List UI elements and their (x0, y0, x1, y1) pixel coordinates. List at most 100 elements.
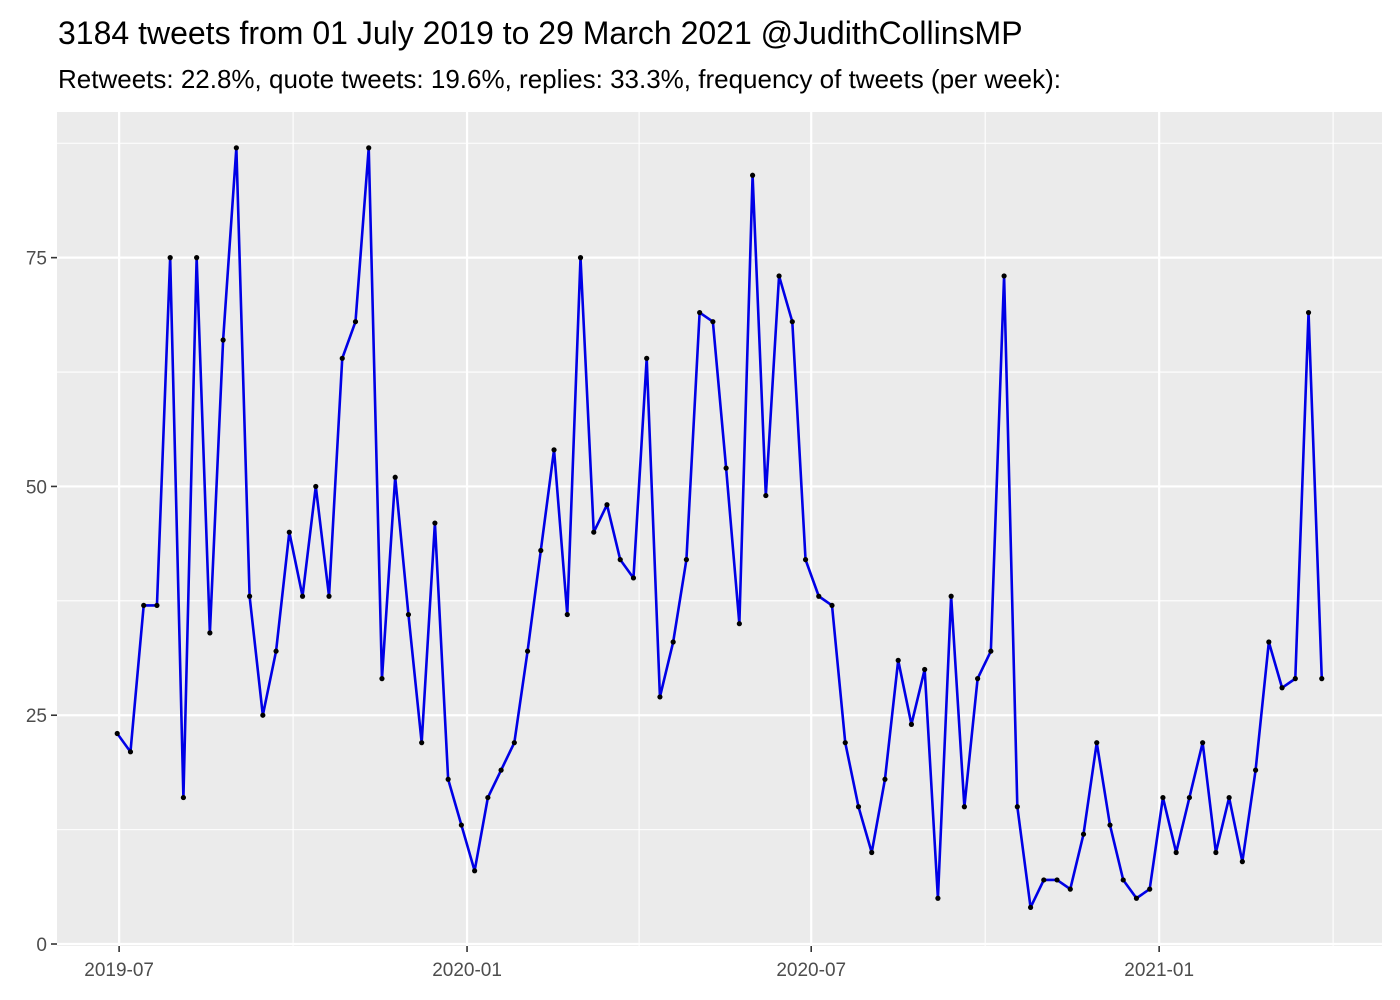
x-tick-label: 2020-01 (432, 960, 502, 981)
data-point (458, 822, 464, 828)
data-point (538, 547, 544, 554)
data-point (591, 529, 597, 535)
data-point (1120, 877, 1126, 883)
data-point (472, 868, 478, 874)
data-point (829, 602, 835, 609)
data-point (1133, 895, 1140, 901)
data-point (1173, 849, 1179, 856)
data-point (630, 575, 637, 581)
data-point (141, 602, 147, 609)
data-point (339, 355, 345, 361)
data-point (366, 145, 372, 151)
data-point (127, 749, 134, 755)
series-line (116, 146, 1324, 909)
data-point (286, 529, 292, 535)
data-point (313, 483, 319, 490)
data-point (895, 657, 901, 663)
data-point (961, 804, 967, 810)
y-tick-label: 0 (36, 935, 47, 956)
data-point (723, 465, 729, 471)
data-point (1160, 794, 1166, 801)
data-point (194, 255, 200, 261)
y-tick-label: 50 (26, 477, 47, 498)
y-tick-label: 75 (26, 249, 47, 270)
data-point (246, 593, 253, 599)
data-point (1014, 804, 1020, 810)
data-point (670, 639, 676, 645)
data-point (948, 593, 954, 599)
data-point (419, 740, 425, 746)
data-point (551, 447, 557, 453)
data-point (789, 319, 795, 325)
data-point (220, 337, 226, 343)
data-point (1200, 740, 1206, 746)
data-point (736, 621, 742, 627)
data-point (445, 776, 451, 782)
x-tick-label: 2019-07 (84, 960, 154, 981)
data-point (988, 648, 994, 654)
data-point (617, 557, 623, 563)
data-point (975, 676, 981, 682)
data-point (776, 273, 782, 279)
data-point (1226, 794, 1232, 801)
data-point (1054, 877, 1060, 883)
data-point (657, 694, 663, 700)
data-point (869, 849, 875, 856)
major-gridlines (57, 112, 1382, 946)
data-point (802, 557, 809, 563)
data-point (432, 520, 438, 526)
data-point (1239, 859, 1245, 865)
data-points (114, 145, 1325, 911)
data-point (1094, 740, 1100, 746)
y-tick-label: 25 (26, 706, 47, 727)
data-point (644, 355, 650, 361)
data-point (485, 794, 491, 801)
data-point (763, 492, 769, 499)
data-point (207, 630, 213, 636)
data-point (524, 648, 531, 654)
data-point (882, 776, 888, 782)
data-point (855, 804, 862, 810)
minor-gridlines (57, 112, 1382, 946)
data-point (1292, 676, 1298, 682)
data-point (154, 602, 160, 609)
data-point (908, 721, 915, 727)
data-point (922, 666, 928, 673)
data-point (1107, 822, 1113, 828)
axes: 0 25 50 75 2019-07 2020-01 2020-07 2021-01 (26, 249, 1194, 981)
data-point (577, 255, 584, 261)
data-point (260, 712, 266, 718)
data-point (816, 593, 822, 599)
data-point (299, 593, 306, 599)
data-point (1027, 904, 1034, 911)
data-point (1266, 639, 1272, 645)
data-point (564, 611, 570, 618)
data-point (697, 309, 703, 316)
data-point (683, 557, 690, 563)
x-tick-label: 2021-01 (1124, 960, 1194, 981)
data-point (1147, 886, 1153, 892)
data-point (842, 740, 848, 746)
data-point (1186, 794, 1193, 801)
data-point (749, 172, 756, 178)
data-point (352, 319, 359, 325)
data-point (392, 474, 398, 480)
data-point (1067, 886, 1073, 892)
data-point (405, 611, 412, 618)
data-point (604, 502, 610, 508)
data-point (1080, 831, 1087, 837)
data-point (1319, 676, 1325, 682)
data-point (1041, 877, 1047, 883)
data-point (326, 593, 332, 599)
data-point (180, 794, 187, 801)
data-point (1252, 767, 1259, 773)
data-point (233, 145, 239, 151)
x-tick-label: 2020-07 (776, 960, 846, 981)
data-point (167, 255, 173, 261)
data-point (511, 740, 517, 746)
data-point (1279, 685, 1285, 691)
chart-title: 3184 tweets from 01 July 2019 to 29 Marc… (58, 15, 1023, 51)
chart-subtitle: Retweets: 22.8%, quote tweets: 19.6%, re… (58, 64, 1061, 94)
data-point (498, 767, 504, 773)
